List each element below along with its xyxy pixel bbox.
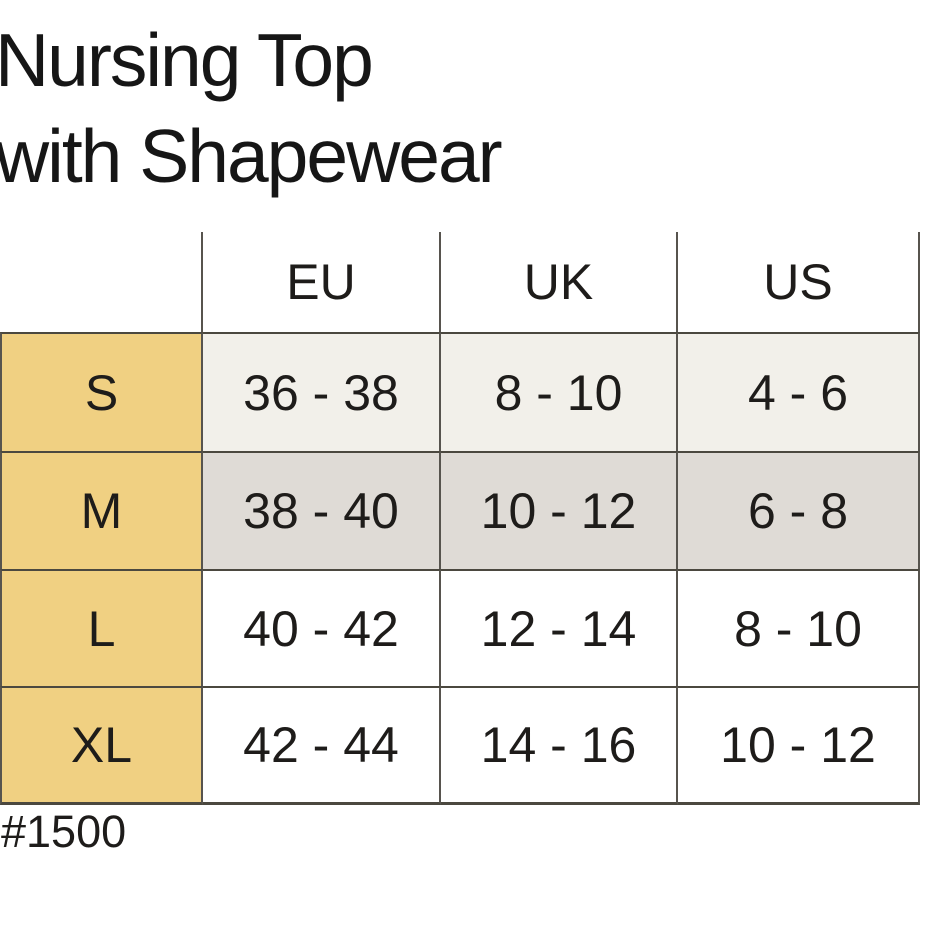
size-chart-table: EU UK US S 36 - 38 8 - 10 4 - 6 M 38 - 4…: [0, 232, 920, 805]
corner-cell: [0, 232, 203, 332]
size-label-xl: XL: [0, 686, 203, 805]
header-row: EU UK US: [0, 232, 920, 332]
title-line-2: with Shapewear: [0, 114, 503, 198]
table-row-xl: XL 42 - 44 14 - 16 10 - 12: [0, 686, 920, 805]
size-label-m: M: [0, 451, 203, 569]
table-row-m: M 38 - 40 10 - 12 6 - 8: [0, 451, 920, 569]
size-label-s: S: [0, 332, 203, 451]
cell-xl-uk: 14 - 16: [441, 686, 678, 805]
column-header-eu: EU: [203, 232, 441, 332]
cell-xl-eu: 42 - 44: [203, 686, 441, 805]
cell-xl-us: 10 - 12: [678, 686, 920, 805]
cell-l-uk: 12 - 14: [441, 569, 678, 686]
column-header-uk: UK: [441, 232, 678, 332]
cell-s-us: 4 - 6: [678, 332, 920, 451]
cell-m-eu: 38 - 40: [203, 451, 441, 569]
size-label-l: L: [0, 569, 203, 686]
cell-m-us: 6 - 8: [678, 451, 920, 569]
table-row-s: S 36 - 38 8 - 10 4 - 6: [0, 332, 920, 451]
cell-s-eu: 36 - 38: [203, 332, 441, 451]
product-code: #1500: [1, 806, 127, 857]
cell-s-uk: 8 - 10: [441, 332, 678, 451]
title-line-1: Nursing Top: [0, 18, 374, 102]
cell-m-uk: 10 - 12: [441, 451, 678, 569]
column-header-us: US: [678, 232, 920, 332]
table-row-l: L 40 - 42 12 - 14 8 - 10: [0, 569, 920, 686]
cell-l-eu: 40 - 42: [203, 569, 441, 686]
page-title: Nursing Top with Shapewear: [0, 12, 503, 204]
cell-l-us: 8 - 10: [678, 569, 920, 686]
